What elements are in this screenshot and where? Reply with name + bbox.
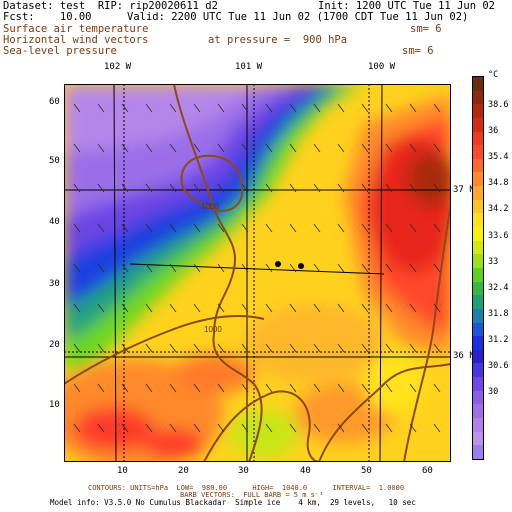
contour-label: 1000 <box>204 325 222 334</box>
colorbar-segment <box>473 431 483 446</box>
wind-barbs <box>73 103 441 433</box>
x-tick-label: 20 <box>178 466 189 476</box>
valid-line: Valid: 2200 UTC Tue 11 Jun 02 (1700 CDT … <box>127 11 469 23</box>
temperature-colorbar <box>472 76 484 460</box>
colorbar-label: 34.2 <box>488 204 509 215</box>
colorbar-segment <box>473 295 483 309</box>
y-tick-label: 50 <box>49 156 60 166</box>
temperature-shading <box>64 84 451 462</box>
latlon-grid <box>64 84 451 462</box>
y-tick-label: 40 <box>49 217 60 227</box>
lon-label-100w: 100 W <box>368 62 396 72</box>
lon-label-102w: 102 W <box>104 62 132 72</box>
colorbar-segment <box>473 240 483 255</box>
field-temperature-label: Surface air temperature <box>3 23 149 35</box>
field-temperature-smoothing: sm= 6 <box>410 23 442 35</box>
map-frame <box>64 84 451 462</box>
station-dot <box>298 263 304 269</box>
dataset-line: Dataset: test RIP: rip20020611 d2 <box>3 0 218 12</box>
y-tick-label: 30 <box>49 279 60 289</box>
colorbar-segment <box>473 227 483 241</box>
colorbar-unit: °C <box>488 70 499 80</box>
field-pressure-smoothing: sm= 6 <box>402 45 434 57</box>
x-tick-label: 30 <box>238 466 249 476</box>
colorbar-segment <box>473 281 483 296</box>
dotted-grid <box>64 84 451 462</box>
colorbar-segment <box>473 158 483 173</box>
x-tick-label: 40 <box>300 466 311 476</box>
colorbar-label: 35.4 <box>488 152 509 163</box>
model-info: Model info: V3.5.0 No Cumulus Blackadar … <box>50 498 416 507</box>
colorbar-segment <box>473 145 483 159</box>
colorbar-segment <box>473 199 483 214</box>
colorbar-segment <box>473 104 483 118</box>
colorbar-segment <box>473 77 483 91</box>
contour-label: 1000 <box>201 202 219 211</box>
colorbar-label: 33 <box>488 256 499 267</box>
colorbar-segment <box>473 308 483 323</box>
lat-label-36n: 36 N <box>453 351 475 361</box>
colorbar-segment <box>473 418 483 432</box>
colorbar-segment <box>473 186 483 200</box>
colorbar-label: 33.6 <box>488 230 509 241</box>
colorbar-label: 34.8 <box>488 178 509 189</box>
colorbar-segment <box>473 267 483 282</box>
temperature-map: 1000 1000 <box>64 84 451 462</box>
contour-labels-group: 1000 1000 <box>201 202 222 334</box>
colorbar-segment <box>473 131 483 146</box>
colorbar-label: 31.2 <box>488 334 509 345</box>
colorbar-segment <box>473 213 483 228</box>
init-line: Init: 1200 UTC Tue 11 Jun 02 <box>318 0 496 12</box>
lat-label-37n: 37 N <box>453 185 475 195</box>
x-tick-label: 10 <box>117 466 128 476</box>
colorbar-segment <box>473 363 483 378</box>
colorbar-segment <box>473 172 483 187</box>
colorbar-segment <box>473 445 483 459</box>
pressure-contours <box>64 84 451 462</box>
y-tick-label: 10 <box>49 400 60 410</box>
field-wind-label: Horizontal wind vectors <box>3 34 149 46</box>
colorbar-label: 36 <box>488 126 499 137</box>
x-tick-label: 60 <box>422 466 433 476</box>
field-pressure-label: Sea-level pressure <box>3 45 117 57</box>
colorbar-segment <box>473 90 483 105</box>
map-canvas: 1000 1000 <box>64 84 451 462</box>
colorbar-label: 31.8 <box>488 308 509 319</box>
barb-info: BARB VECTORS: FULL BARB = 5 m s⁻¹ <box>180 491 324 499</box>
colorbar-segment <box>473 404 483 419</box>
colorbar-label: 32.4 <box>488 282 509 293</box>
station-dot <box>275 261 281 267</box>
lon-label-101w: 101 W <box>235 62 263 72</box>
colorbar-label: 30.6 <box>488 361 509 371</box>
forecast-line: Fcst: 10.00 <box>3 11 92 23</box>
y-tick-label: 60 <box>49 97 60 107</box>
pressure-level-label: at pressure = 900 hPa <box>208 34 348 46</box>
y-tick-label: 20 <box>49 340 60 350</box>
x-tick-label: 50 <box>361 466 372 476</box>
colorbar-label: 30 <box>488 387 499 398</box>
colorbar-segment <box>473 117 483 132</box>
colorbar-segment <box>473 254 483 268</box>
colorbar-segment <box>473 322 483 337</box>
colorbar-segment <box>473 377 483 391</box>
colorbar-segment <box>473 390 483 405</box>
colorbar-segment <box>473 349 483 364</box>
contour-info: CONTOURS: UNITS=hPa LOW= 980.00 HIGH= 10… <box>88 484 405 492</box>
colorbar-label: 38.6 <box>488 100 509 110</box>
colorbar-segment <box>473 336 483 350</box>
